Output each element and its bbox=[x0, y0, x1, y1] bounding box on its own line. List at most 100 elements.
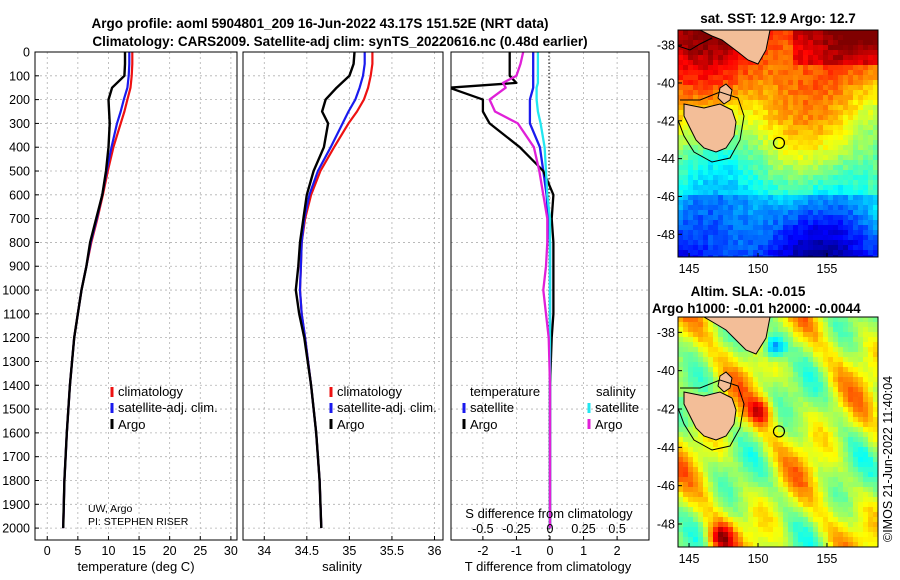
temperature-frame bbox=[34, 51, 238, 541]
sst-cell bbox=[833, 135, 839, 141]
sst-cell bbox=[733, 170, 739, 176]
sst-cell bbox=[818, 100, 824, 106]
sst-cell bbox=[808, 165, 814, 171]
sst-cell bbox=[708, 75, 714, 81]
sst-cell bbox=[868, 145, 874, 151]
sla-cell bbox=[868, 422, 874, 428]
sla-cell bbox=[698, 387, 704, 393]
x-tick-label: 0 bbox=[44, 544, 51, 558]
sst-cell bbox=[853, 200, 859, 206]
sla-cell bbox=[693, 352, 699, 358]
sla-cell bbox=[798, 357, 804, 363]
sst-cell bbox=[708, 245, 714, 251]
sst-cell bbox=[863, 110, 869, 116]
sst-cell bbox=[728, 225, 734, 231]
sst-cell bbox=[793, 175, 799, 181]
sla-cell bbox=[813, 442, 819, 448]
sst-cell bbox=[773, 100, 779, 106]
sla-cell bbox=[713, 507, 719, 513]
sla-cell bbox=[783, 322, 789, 328]
sst-cell bbox=[873, 140, 878, 146]
sla-cell bbox=[828, 407, 834, 413]
sla-cell bbox=[803, 537, 809, 543]
sla-cell bbox=[853, 542, 859, 547]
sst-cell bbox=[828, 100, 834, 106]
sla-cell bbox=[793, 412, 799, 418]
sla-cell bbox=[693, 472, 699, 478]
sst-cell bbox=[863, 50, 869, 56]
sla-cell bbox=[768, 542, 774, 547]
sst-cell bbox=[783, 140, 789, 146]
sst-cell bbox=[698, 190, 704, 196]
sla-cell bbox=[783, 512, 789, 518]
sla-cell bbox=[683, 512, 689, 518]
sla-cell bbox=[763, 362, 769, 368]
sst-cell bbox=[698, 155, 704, 161]
sst-cell bbox=[713, 100, 719, 106]
sla-cell bbox=[688, 447, 694, 453]
sla-cell bbox=[863, 487, 869, 493]
sla-cell bbox=[778, 327, 784, 333]
sla-cell bbox=[708, 542, 714, 547]
sla-cell bbox=[748, 487, 754, 493]
sla-cell bbox=[678, 542, 684, 547]
sla-cell bbox=[698, 457, 704, 463]
sst-cell bbox=[843, 205, 849, 211]
sst-cell bbox=[798, 30, 804, 36]
sla-cell bbox=[858, 497, 864, 503]
sst-cell bbox=[733, 255, 739, 257]
sla-cell bbox=[803, 417, 809, 423]
sla-cell bbox=[873, 392, 878, 398]
sst-cell bbox=[798, 145, 804, 151]
y-tick-label: 400 bbox=[9, 141, 30, 155]
sst-cell bbox=[823, 150, 829, 156]
sst-cell bbox=[708, 205, 714, 211]
sla-cell bbox=[843, 417, 849, 423]
sla-cell bbox=[788, 497, 794, 503]
sla-cell bbox=[678, 472, 684, 478]
sst-cell bbox=[783, 255, 789, 257]
sst-cell bbox=[768, 130, 774, 136]
sst-cell bbox=[743, 255, 749, 257]
sla-cell bbox=[753, 432, 759, 438]
sla-cell bbox=[813, 522, 819, 528]
sla-cell bbox=[713, 442, 719, 448]
sst-cell bbox=[848, 200, 854, 206]
sst-cell bbox=[823, 115, 829, 121]
sst-cell bbox=[753, 115, 759, 121]
sst-cell bbox=[753, 200, 759, 206]
sla-cell bbox=[858, 417, 864, 423]
sla-cell bbox=[778, 487, 784, 493]
sst-cell bbox=[738, 230, 744, 236]
sla-cell bbox=[788, 372, 794, 378]
sla-cell bbox=[808, 422, 814, 428]
sla-cell bbox=[823, 522, 829, 528]
sla-cell bbox=[738, 522, 744, 528]
sla-cell bbox=[778, 437, 784, 443]
sla-cell bbox=[683, 367, 689, 373]
sla-cell bbox=[828, 327, 834, 333]
sst-cell bbox=[723, 240, 729, 246]
sst-cell bbox=[798, 65, 804, 71]
sla-cell bbox=[778, 482, 784, 488]
sla-cell bbox=[798, 397, 804, 403]
sst-cell bbox=[833, 100, 839, 106]
sla-cell bbox=[693, 507, 699, 513]
sla-cell bbox=[693, 512, 699, 518]
sst-cell bbox=[683, 170, 689, 176]
sst-cell bbox=[713, 245, 719, 251]
sla-cell bbox=[723, 337, 729, 343]
sst-cell bbox=[818, 50, 824, 56]
sla-cell bbox=[798, 437, 804, 443]
sst-cell bbox=[833, 175, 839, 181]
sla-cell bbox=[703, 337, 709, 343]
sla-cell bbox=[798, 402, 804, 408]
sst-cell bbox=[683, 30, 689, 36]
argo-float-marker bbox=[772, 425, 786, 438]
sla-cell bbox=[678, 482, 684, 488]
sst-cell bbox=[733, 195, 739, 201]
sst-cell bbox=[823, 195, 829, 201]
sst-cell bbox=[868, 185, 874, 191]
sst-cell bbox=[863, 115, 869, 121]
sst-cell bbox=[773, 215, 779, 221]
